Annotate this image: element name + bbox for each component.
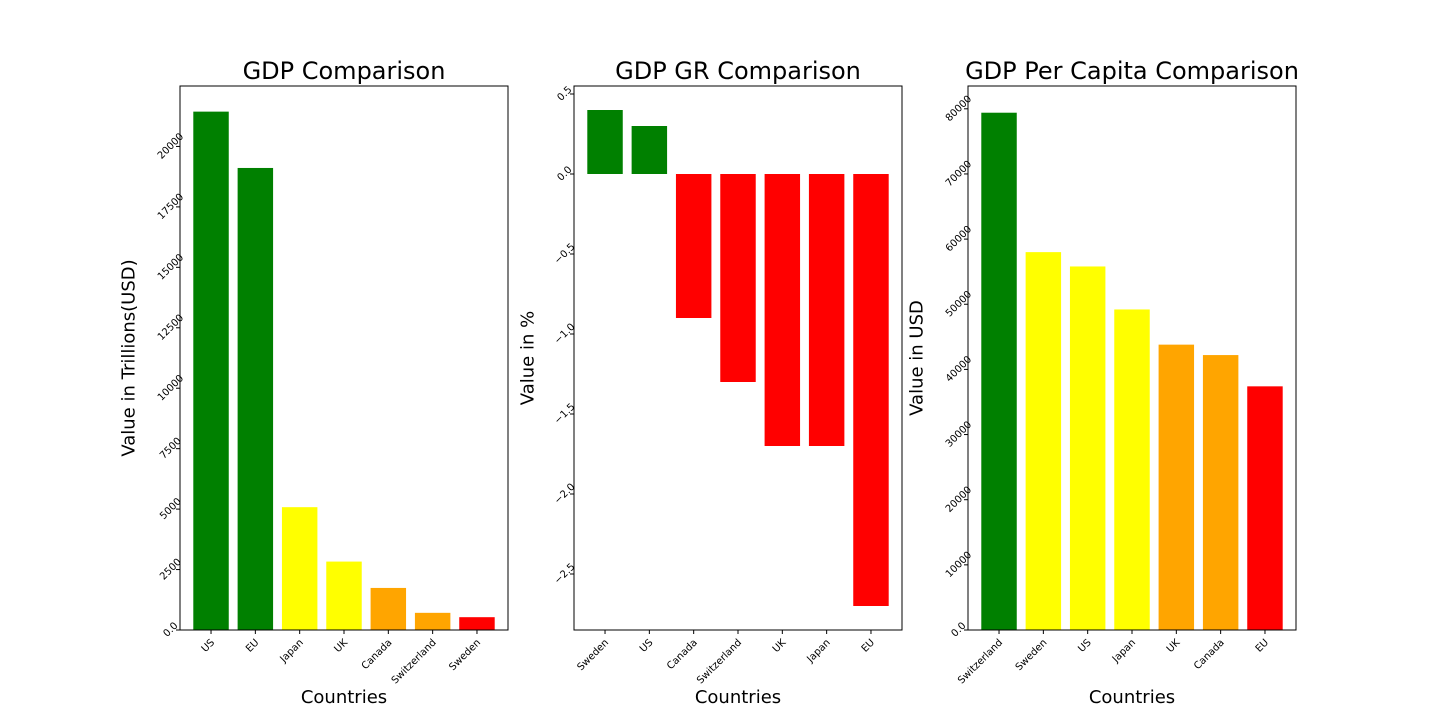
x-tick-label: UK [771,637,789,655]
x-tick-label: Canada [665,637,700,672]
y-tick-label: 70000 [944,159,974,189]
x-axis-label: Countries [301,687,387,708]
y-tick-label: 15000 [156,252,186,282]
bar-canada [1202,355,1239,630]
bar-japan [808,174,845,446]
bar-japan [1114,309,1150,630]
x-tick-label: US [638,637,655,654]
y-tick-label: 0.0 [949,620,968,639]
x-tick-label: Canada [360,637,395,672]
x-tick-label: EU [244,637,261,654]
x-tick-label: Switzerland [390,637,439,686]
x-tick-label: US [1076,637,1093,654]
chart-title: GDP GR Comparison [615,57,861,85]
bar-switzerland [720,174,756,382]
bar-eu [1247,386,1283,630]
bar-us [193,111,229,631]
y-tick-label: 10000 [944,550,974,580]
y-tick-label: 20000 [156,131,186,161]
y-tick-label: 40000 [944,354,974,384]
x-tick-label: Japan [278,637,306,665]
y-tick-label: 0.0 [161,620,180,639]
x-tick-label: EU [1254,637,1271,654]
y-tick-label: 50000 [944,289,974,319]
x-axis-label: Countries [1089,687,1175,708]
x-tick-label: UK [333,637,351,655]
y-tick-label: 80000 [944,94,974,124]
y-tick-label: 60000 [944,224,974,254]
x-tick-label: Switzerland [956,637,1005,686]
y-tick-label: 30000 [944,419,974,449]
bar-uk [1158,344,1195,630]
chart-title: GDP Comparison [243,57,446,85]
y-axis-label: Value in % [518,311,539,405]
x-tick-label: Canada [1192,637,1227,672]
x-tick-label: Sweden [447,637,483,673]
x-tick-label: Sweden [1014,637,1050,673]
y-tick-label: 0.0 [555,164,574,183]
x-tick-label: US [200,637,217,654]
bar-uk [326,561,362,630]
x-tick-label: Sweden [575,637,611,673]
bar-canada [370,587,407,630]
bar-uk [764,174,801,446]
chart-gdp-per-capita: Switzerland Sweden US Japan UK Canada EU 0.0 100… [907,57,1299,708]
bar-switzerland [981,112,1017,631]
y-tick-label: 12500 [156,313,186,343]
bar-eu [853,174,889,606]
plot-frame [179,85,509,631]
bar-us [631,126,668,174]
y-axis-label: Value in USD [907,300,928,416]
bar-us [1069,266,1106,630]
x-tick-label: Japan [805,637,833,665]
bar-canada [675,174,712,318]
chart-title: GDP Per Capita Comparison [965,57,1299,85]
bar-japan [281,507,318,630]
x-tick-label: UK [1165,637,1183,655]
bar-sweden [587,110,623,174]
x-tick-label: Japan [1110,637,1138,665]
bar-eu [237,167,274,631]
bar-sweden [459,617,495,630]
y-tick-label: 17500 [156,192,186,222]
x-tick-label: EU [860,637,877,654]
y-tick-label: 20000 [944,485,974,515]
y-tick-label: 0.5 [555,84,574,103]
x-axis-label: Countries [695,687,781,708]
x-tick-label: Switzerland [695,637,744,686]
y-tick-label: 10000 [156,373,186,403]
y-axis-label: Value in Trillions(USD) [119,259,140,456]
bar-switzerland [414,612,451,630]
bar-sweden [1025,252,1062,631]
